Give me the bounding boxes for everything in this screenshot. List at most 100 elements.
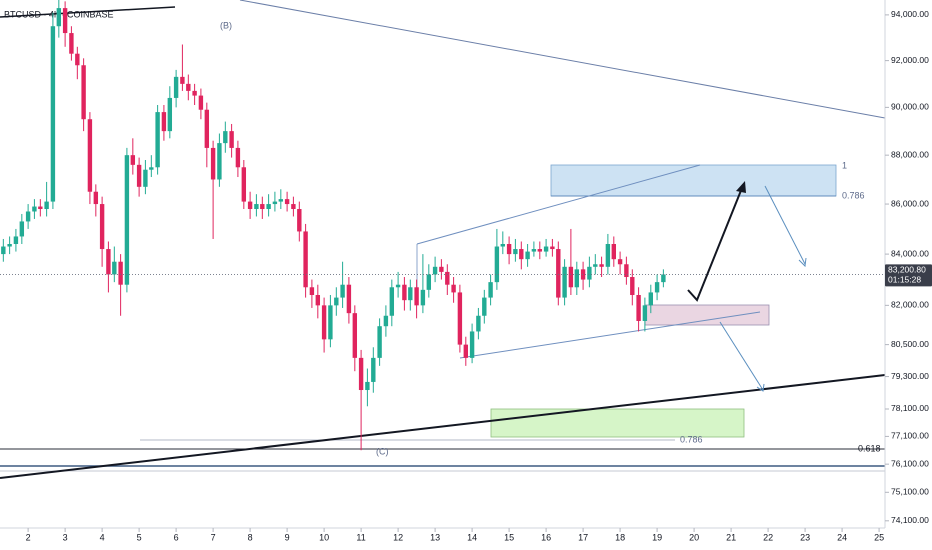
- y-tick-label: 92,000.00: [891, 55, 929, 65]
- candle-body: [661, 274, 666, 283]
- candle-body: [309, 287, 315, 296]
- projection-arrow: [764, 185, 806, 265]
- candle-body: [180, 76, 185, 84]
- candle-body: [260, 204, 265, 210]
- candle-body: [155, 112, 160, 168]
- candle-body: [432, 266, 438, 275]
- candle-body: [642, 305, 648, 321]
- candle-body: [334, 297, 339, 306]
- candle-body: [525, 251, 530, 260]
- x-tick-label: 10: [319, 532, 329, 542]
- candle-body: [383, 315, 389, 327]
- y-tick-label: 74,100.00: [891, 515, 929, 525]
- candle-body: [130, 155, 136, 165]
- x-tick-label: 11: [356, 532, 365, 542]
- candle-body: [562, 266, 567, 298]
- candle-body: [346, 284, 352, 314]
- candle-body: [198, 95, 204, 110]
- candle-body: [69, 33, 74, 54]
- candle-body: [519, 249, 524, 260]
- candle-body: [543, 246, 549, 252]
- trend-line: [0, 6, 176, 18]
- candle-body: [19, 221, 25, 237]
- candle-body: [469, 331, 475, 358]
- x-tick-label: 24: [837, 532, 847, 542]
- candle-body: [513, 249, 518, 255]
- candle-body: [463, 344, 469, 358]
- candle-body: [439, 266, 444, 272]
- candle-body: [506, 243, 512, 255]
- candle-body: [284, 199, 290, 205]
- candle-body: [587, 266, 592, 280]
- annotation: 0.618: [858, 443, 881, 453]
- x-tick-label: 23: [800, 532, 810, 542]
- arrow-head: [798, 257, 807, 268]
- x-tick-label: 2: [26, 532, 31, 542]
- candle-body: [630, 277, 635, 296]
- candle-body: [556, 249, 561, 298]
- channel-line: [416, 164, 701, 245]
- candle-body: [217, 143, 222, 180]
- last-price-box: [885, 264, 932, 287]
- candle-body: [315, 295, 321, 306]
- annotation: (C): [376, 446, 389, 456]
- candle-body: [408, 287, 413, 301]
- channel-line: [459, 311, 761, 359]
- x-tick-label: 12: [393, 532, 403, 542]
- countdown-label: 01:15:28: [888, 275, 921, 285]
- candle-body: [371, 357, 376, 382]
- candle-body: [537, 249, 543, 252]
- trend-line: [239, 0, 886, 119]
- candle-body: [167, 97, 173, 132]
- candle-body: [611, 243, 617, 260]
- candle-body: [648, 292, 654, 306]
- candle-body: [186, 83, 191, 91]
- candle-body: [25, 211, 31, 222]
- arrow-head: [736, 181, 746, 193]
- drawings: [0, 0, 886, 479]
- candle-body: [426, 274, 432, 290]
- candle-body: [204, 109, 210, 148]
- fib-zone: [550, 164, 837, 197]
- candle-body: [192, 90, 197, 96]
- annotation: (B): [220, 20, 232, 30]
- x-tick-label: 14: [467, 532, 477, 542]
- y-tick-label: 86,000.00: [891, 198, 929, 208]
- annotation: 0.786: [680, 434, 703, 444]
- annotation: 0.786: [842, 190, 865, 200]
- support-zone: [490, 408, 745, 438]
- candle-body: [636, 295, 641, 321]
- candle-body: [605, 243, 611, 267]
- candle-body: [531, 249, 537, 252]
- candle-body: [44, 201, 49, 210]
- x-tick-label: 21: [726, 532, 736, 542]
- y-tick-label: 90,000.00: [891, 102, 929, 112]
- x-tick-label: 17: [578, 532, 588, 542]
- x-tick-label: 15: [504, 532, 514, 542]
- candle-body: [457, 292, 463, 345]
- y-tick-label: 75,100.00: [891, 487, 929, 497]
- y-tick-label: 82,000.00: [891, 300, 929, 310]
- candle-body: [136, 164, 142, 187]
- candle-body: [500, 243, 506, 247]
- candle-body: [38, 206, 43, 210]
- candle-body: [574, 269, 580, 288]
- candle-body: [143, 169, 148, 187]
- candle-body: [568, 266, 574, 288]
- projection-arrow: [687, 187, 743, 302]
- x-tick-label: 9: [285, 532, 290, 542]
- candle-body: [402, 284, 407, 301]
- candle-body: [291, 204, 296, 210]
- candle-body: [106, 249, 111, 275]
- x-tick-label: 19: [652, 532, 662, 542]
- candle-body: [223, 131, 228, 144]
- y-tick-label: 94,000.00: [891, 9, 929, 19]
- y-tick-label: 79,300.00: [891, 371, 929, 381]
- candle-body: [377, 326, 382, 358]
- candle-body: [624, 264, 629, 278]
- y-tick-label: 84,000.00: [891, 248, 929, 258]
- candle-body: [161, 112, 167, 132]
- x-tick-label: 13: [430, 532, 440, 542]
